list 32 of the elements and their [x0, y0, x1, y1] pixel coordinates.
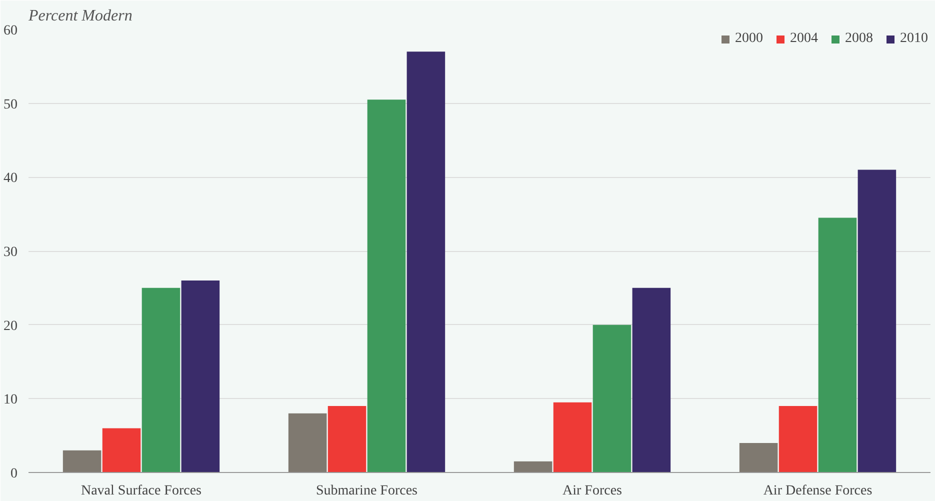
y-tick-label: 60 — [4, 24, 18, 38]
x-tick-label: Submarine Forces — [316, 484, 418, 498]
bar — [62, 450, 102, 472]
bar — [367, 100, 406, 472]
bar — [406, 52, 446, 472]
bar — [858, 170, 896, 472]
bar — [142, 288, 180, 472]
legend-label: 2008 — [845, 31, 873, 47]
bar — [818, 218, 857, 472]
legend-label: 2004 — [790, 31, 818, 47]
bar — [181, 280, 220, 472]
x-tick-label: Naval Surface Forces — [81, 484, 202, 498]
bar — [739, 442, 778, 472]
y-tick-label: 20 — [4, 318, 18, 334]
y-tick-label: 40 — [4, 171, 18, 186]
legend-label: 2010 — [900, 31, 928, 47]
legend-label: 2000 — [735, 31, 763, 47]
bar — [514, 461, 552, 472]
bar — [632, 288, 671, 472]
bar — [778, 406, 818, 472]
x-tick-label: Air Forces — [562, 484, 622, 498]
y-tick-label: 10 — [4, 392, 18, 408]
y-tick-label: 50 — [4, 97, 18, 112]
bar — [102, 428, 141, 472]
bar — [328, 406, 366, 472]
y-tick-label: 30 — [4, 245, 18, 260]
chart-title: Percent Modern — [28, 8, 132, 24]
y-tick-label: 0 — [10, 466, 18, 482]
bar — [288, 413, 327, 472]
x-tick-label: Air Defense Forces — [763, 484, 872, 498]
bar — [553, 402, 592, 472]
bar — [592, 324, 632, 472]
